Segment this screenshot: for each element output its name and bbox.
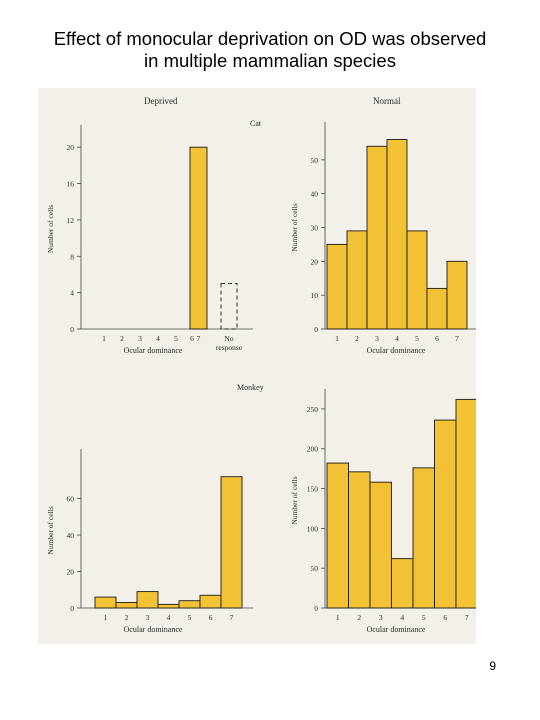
- y-axis-label: Number of cells: [46, 205, 55, 253]
- x-axis-label: Ocular dominance: [367, 346, 426, 355]
- y-tick-label: 250: [307, 405, 319, 414]
- bar-3: [369, 481, 392, 609]
- y-tick-label: 16: [67, 180, 75, 189]
- bar-7: [455, 398, 478, 609]
- bar-7: [189, 146, 208, 330]
- bar-7: [446, 260, 468, 330]
- y-tick-label: 10: [311, 291, 319, 300]
- y-tick-label: 50: [311, 156, 319, 165]
- ocular-dominance-figure: Deprived Normal Cat Monkey 048121620Numb…: [46, 96, 497, 634]
- bar-6: [434, 419, 457, 609]
- x-tick-label: response: [216, 343, 243, 352]
- y-tick-label: 30: [311, 224, 319, 233]
- x-tick-label: 3: [138, 334, 142, 343]
- y-tick-label: 40: [311, 190, 319, 199]
- x-tick-label: 2: [355, 334, 359, 343]
- slide-title: Effect of monocular deprivation on OD wa…: [0, 28, 540, 72]
- y-tick-label: 0: [314, 604, 318, 613]
- bar-4: [157, 603, 180, 609]
- x-tick-label: 7: [465, 613, 469, 622]
- bar-2: [115, 602, 138, 609]
- bar-no-response: [220, 283, 238, 330]
- bar-2: [348, 471, 371, 609]
- x-axis-label: Ocular dominance: [124, 625, 183, 634]
- y-tick-label: 200: [307, 445, 319, 454]
- x-axis-label: Ocular dominance: [367, 625, 426, 634]
- x-tick-label: 6: [190, 334, 194, 343]
- slide-title-line-2: in multiple mammalian species: [144, 50, 396, 71]
- y-tick-label: 100: [307, 524, 319, 533]
- y-tick-label: 20: [311, 257, 319, 266]
- x-tick-label: 7: [197, 334, 201, 343]
- y-tick-label: 60: [67, 495, 75, 504]
- heading-cat: Cat: [250, 119, 262, 128]
- x-axis-label: Ocular dominance: [124, 346, 183, 355]
- bar-5: [178, 600, 201, 609]
- x-tick-label: 4: [167, 613, 171, 622]
- x-tick-label: 3: [379, 613, 383, 622]
- bar-5: [406, 230, 428, 330]
- x-tick-label: 3: [146, 613, 150, 622]
- bar-2: [346, 230, 368, 330]
- x-tick-label: 6: [435, 334, 439, 343]
- heading-deprived: Deprived: [144, 96, 178, 106]
- chart-cat-normal: 0 10 20 30 40 50 Number of cells 1 2 3 4 5 6 7 Ocular …: [290, 122, 497, 355]
- y-tick-label: 20: [67, 568, 75, 577]
- y-tick-label: 4: [70, 289, 74, 298]
- x-tick-label: 2: [357, 613, 361, 622]
- bar-7: [220, 476, 243, 609]
- heading-monkey: Monkey: [237, 383, 264, 392]
- slide-title-line-1: Effect of monocular deprivation on OD wa…: [53, 28, 487, 49]
- x-tick-label: No: [224, 334, 233, 343]
- x-tick-label: 2: [120, 334, 124, 343]
- bar-1: [326, 462, 349, 609]
- y-tick-label: 8: [70, 252, 74, 261]
- x-tick-label: 5: [174, 334, 178, 343]
- x-tick-label: 1: [104, 613, 108, 622]
- bar-3: [366, 145, 388, 330]
- x-tick-label: 6: [443, 613, 447, 622]
- y-tick-label: 20: [67, 143, 75, 152]
- y-tick-label: 0: [314, 325, 318, 334]
- x-tick-label: 7: [230, 613, 234, 622]
- x-tick-label: 1: [336, 613, 340, 622]
- bar-6: [426, 287, 448, 330]
- y-axis-label: Number of cells: [290, 203, 299, 251]
- y-axis-label: Number of cells: [46, 506, 55, 554]
- x-tick-label: 2: [125, 613, 129, 622]
- bar-1: [94, 596, 117, 609]
- y-axis-label: Number of cells: [290, 476, 299, 524]
- page-number: 9: [489, 659, 496, 673]
- bar-1: [326, 243, 348, 330]
- x-tick-label: 5: [422, 613, 426, 622]
- bar-5: [412, 467, 435, 609]
- x-tick-label: 5: [415, 334, 419, 343]
- x-tick-label: 1: [335, 334, 339, 343]
- x-tick-label: 5: [188, 613, 192, 622]
- x-tick-label: 1: [102, 334, 106, 343]
- x-tick-label: 7: [455, 334, 459, 343]
- x-tick-label: 4: [395, 334, 399, 343]
- bar-4: [391, 558, 414, 609]
- y-tick-label: 150: [307, 485, 319, 494]
- bar-6: [199, 594, 222, 609]
- bar-4: [386, 139, 408, 330]
- figure: Deprived Normal Cat Monkey 0 4 8 12 16 20 Numb…: [38, 88, 497, 644]
- chart-monkey-deprived: 0 20 40 60 Number of cells 1 2 3 4 5 6 7 Ocular domi…: [46, 449, 253, 634]
- x-tick-label: 4: [156, 334, 160, 343]
- x-tick-label: 3: [375, 334, 379, 343]
- x-tick-label: 4: [400, 613, 404, 622]
- y-tick-label: 12: [67, 216, 75, 225]
- x-tick-label: 6: [209, 613, 213, 622]
- y-tick-label: 40: [67, 531, 75, 540]
- chart-monkey-normal: 0 50 100 150 200 250 Number of cells 1 2 3 4 5 6 7 Ocu…: [290, 389, 497, 634]
- heading-normal: Normal: [373, 96, 401, 106]
- bar-3: [136, 591, 159, 609]
- y-tick-label: 0: [70, 325, 74, 334]
- y-tick-label: 0: [70, 604, 74, 613]
- y-tick-label: 50: [311, 564, 319, 573]
